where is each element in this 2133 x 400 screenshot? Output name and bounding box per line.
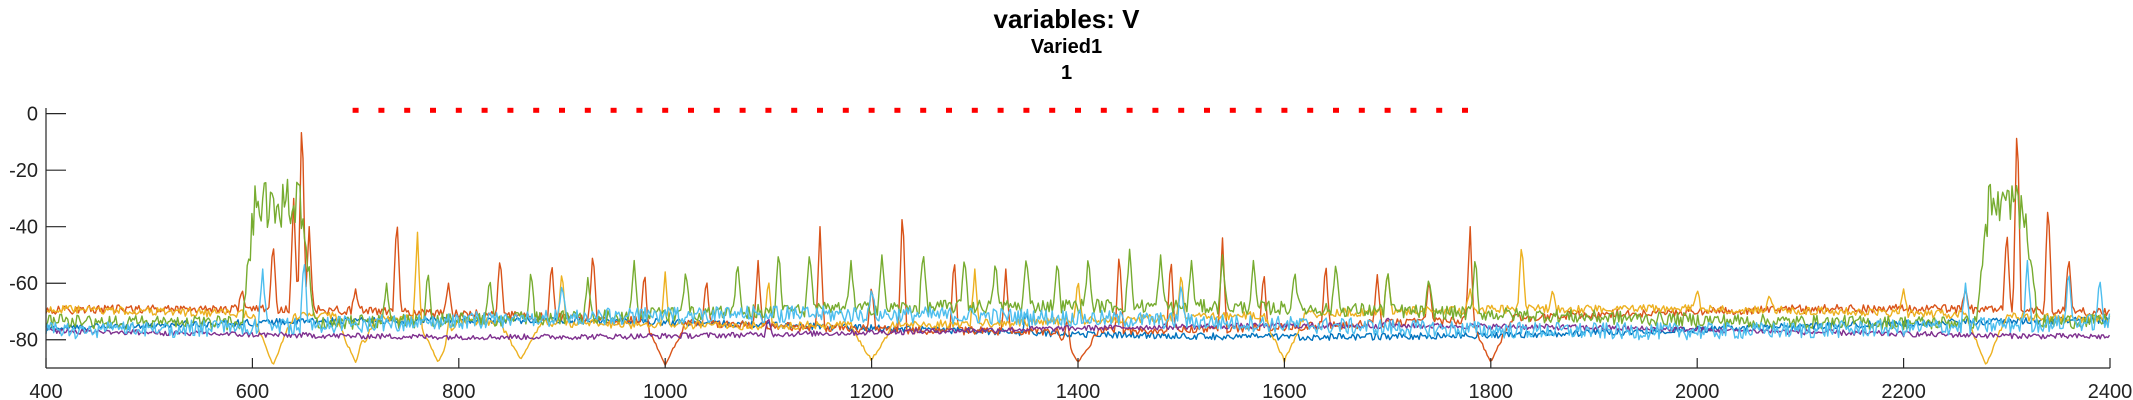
axes: 400 600 800 1000 1200 1400 1600 1800 2000 2200 240… — [9, 104, 2132, 400]
stimulus-marker — [404, 107, 411, 113]
stimulus-marker — [1255, 107, 1262, 113]
x-tick-label: 1200 — [849, 381, 894, 400]
stimulus-marker — [1023, 107, 1030, 113]
stimulus-marker — [1410, 107, 1417, 113]
series-line-3 — [45, 231, 2111, 365]
x-tick-label: 2000 — [1675, 381, 1720, 400]
stimulus-marker — [1049, 107, 1056, 113]
series-line-5 — [45, 178, 2111, 331]
stimulus-marker — [894, 107, 901, 113]
y-tick-label: 0 — [27, 104, 38, 126]
stimulus-marker — [946, 107, 952, 113]
stimulus-marker — [533, 107, 540, 113]
stimulus-marker — [1358, 107, 1365, 113]
chart-subtitle: Varied1 — [1030, 36, 1103, 58]
stimulus-marker — [610, 107, 617, 113]
x-tick-label: 2200 — [1881, 381, 1926, 400]
x-tick-label: 2400 — [2088, 381, 2133, 400]
stimulus-marker — [352, 107, 359, 113]
stimulus-marker — [662, 107, 669, 113]
x-tick-label: 800 — [442, 381, 475, 400]
x-tick-label: 1600 — [1262, 381, 1307, 400]
stimulus-marker — [997, 107, 1004, 113]
stimulus-marker — [1436, 107, 1443, 113]
stimulus-markers — [352, 107, 1468, 113]
stimulus-marker — [1204, 107, 1210, 113]
x-tick-label: 1000 — [643, 381, 688, 400]
stimulus-marker — [1126, 107, 1133, 113]
stimulus-marker — [842, 107, 849, 113]
stimulus-marker — [817, 107, 823, 113]
stimulus-marker — [1229, 107, 1236, 113]
stimulus-marker — [430, 107, 436, 113]
chart-subtitle-2: 1 — [1060, 62, 1073, 84]
stimulus-marker — [378, 107, 385, 113]
stimulus-marker — [868, 107, 875, 113]
stimulus-marker — [971, 107, 978, 113]
y-tick-label: -80 — [9, 330, 38, 352]
x-tick-label: 1800 — [1469, 381, 1514, 400]
stimulus-marker — [713, 107, 720, 113]
stimulus-marker — [920, 107, 927, 113]
stimulus-marker — [1100, 107, 1107, 113]
stimulus-marker — [1307, 107, 1314, 113]
chart-title: variables: V — [993, 4, 1140, 34]
y-tick-label: -40 — [9, 217, 38, 239]
y-tick-label: -20 — [9, 160, 38, 182]
x-tick-label: 600 — [236, 381, 269, 400]
stimulus-marker — [765, 107, 772, 113]
stimulus-marker — [1462, 107, 1468, 113]
x-tick-label: 400 — [29, 381, 62, 400]
stimulus-marker — [559, 107, 565, 113]
x-tick-label: 1400 — [1056, 381, 1101, 400]
series-line-6 — [45, 259, 2111, 341]
stimulus-marker — [791, 107, 798, 113]
stimulus-marker — [507, 107, 514, 113]
stimulus-marker — [636, 107, 643, 113]
stimulus-marker — [1384, 107, 1391, 113]
series-layer — [45, 131, 2111, 366]
stimulus-marker — [1281, 107, 1288, 113]
stimulus-marker — [1178, 107, 1185, 113]
y-tick-label: -60 — [9, 273, 38, 295]
stimulus-marker — [584, 107, 591, 113]
stimulus-marker — [1152, 107, 1159, 113]
title-block: variables: V Varied1 1 — [0, 4, 2133, 86]
stimulus-marker — [739, 107, 746, 113]
stimulus-marker — [1075, 107, 1081, 113]
stimulus-marker — [688, 107, 694, 113]
stimulus-marker — [1333, 107, 1339, 113]
stimulus-marker — [455, 107, 462, 113]
stimulus-marker — [481, 107, 488, 113]
